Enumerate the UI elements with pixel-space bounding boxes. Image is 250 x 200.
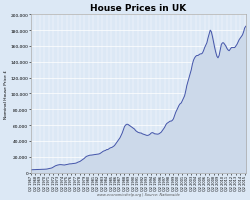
X-axis label: www.economicshelp.org | Source: Nationwide: www.economicshelp.org | Source: Nationwi…: [96, 192, 179, 196]
Y-axis label: Nominal House Price £: Nominal House Price £: [4, 70, 8, 118]
Title: House Prices in UK: House Prices in UK: [90, 4, 186, 13]
